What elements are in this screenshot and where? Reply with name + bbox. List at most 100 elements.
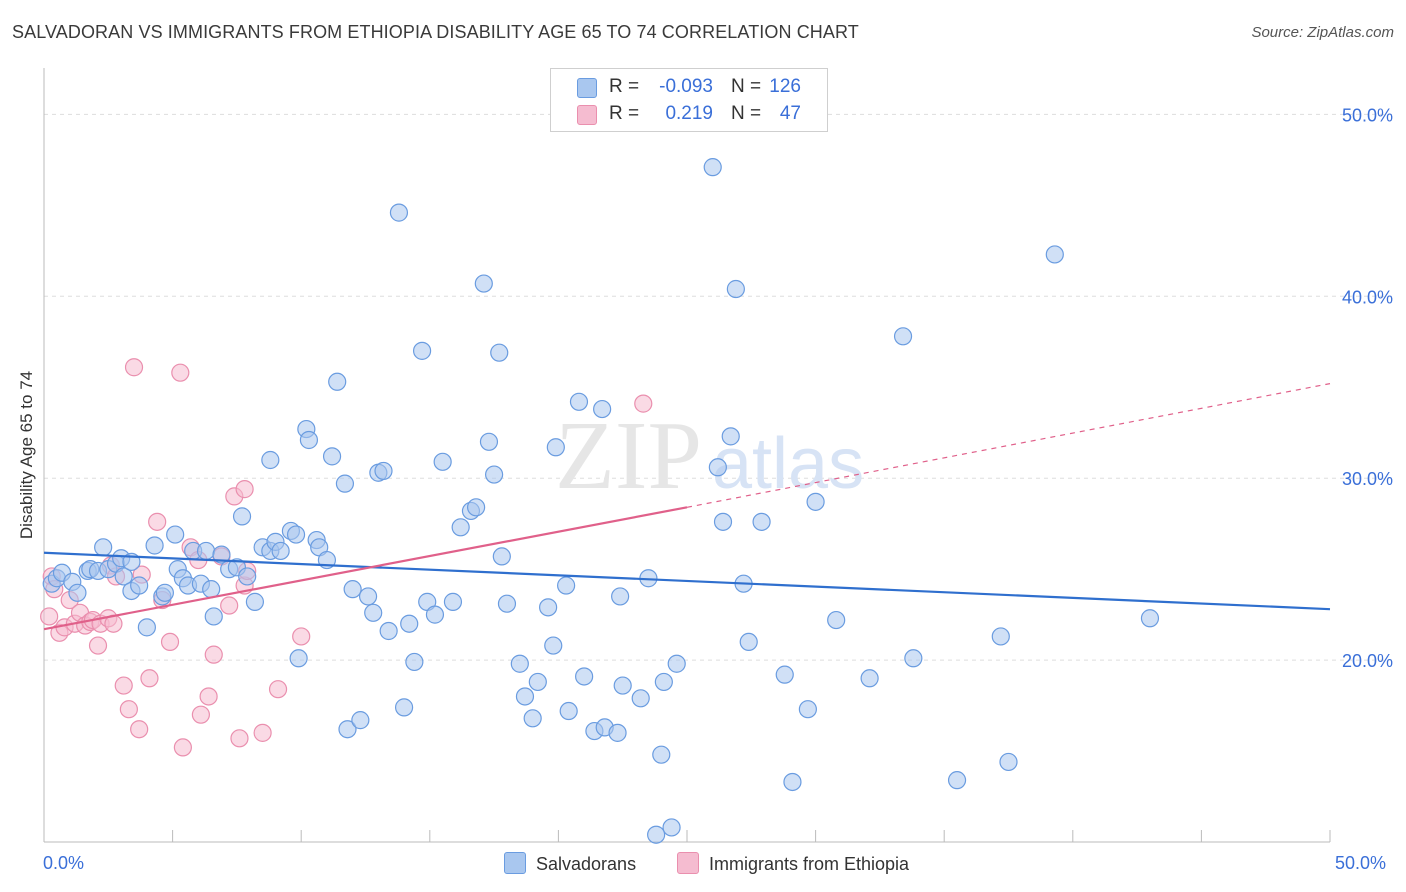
legend-swatch-pink bbox=[577, 105, 597, 125]
data-point-salvadoran bbox=[721, 427, 740, 446]
bottom-legend-swatch-pink bbox=[677, 852, 699, 874]
data-point-salvadoran bbox=[490, 343, 509, 362]
data-point-salvadoran bbox=[528, 672, 547, 692]
data-point-salvadoran bbox=[713, 512, 733, 531]
data-point-ethiopia bbox=[634, 394, 653, 413]
data-point-salvadoran bbox=[539, 598, 558, 617]
data-point-salvadoran bbox=[667, 654, 686, 673]
data-point-ethiopia bbox=[253, 723, 272, 742]
data-point-salvadoran bbox=[286, 525, 306, 544]
legend-row-salvadorans: R = -0.093 N = 126 bbox=[551, 73, 827, 101]
data-point-salvadoran bbox=[703, 158, 722, 177]
chart-title: SALVADORAN VS IMMIGRANTS FROM ETHIOPIA D… bbox=[12, 22, 859, 42]
data-point-salvadoran bbox=[593, 399, 612, 419]
data-point-salvadoran bbox=[425, 605, 445, 624]
data-point-ethiopia bbox=[173, 738, 192, 757]
data-point-salvadoran bbox=[68, 583, 87, 602]
data-point-salvadoran bbox=[608, 723, 627, 742]
data-point-salvadoran bbox=[443, 592, 463, 611]
correlation-legend: R = -0.093 N = 126 R = 0.219 N = 47 bbox=[550, 68, 828, 132]
data-point-salvadoran bbox=[662, 818, 681, 837]
data-point-salvadoran bbox=[611, 587, 630, 606]
data-point-salvadoran bbox=[479, 432, 499, 451]
data-point-ethiopia bbox=[140, 669, 159, 688]
data-point-salvadoran bbox=[569, 392, 589, 411]
data-point-salvadoran bbox=[343, 580, 362, 599]
data-point-ethiopia bbox=[220, 596, 239, 615]
data-point-salvadoran bbox=[775, 665, 794, 684]
data-point-salvadoran bbox=[739, 632, 758, 652]
data-point-ethiopia bbox=[88, 636, 108, 655]
data-point-ethiopia bbox=[119, 700, 138, 719]
data-point-salvadoran bbox=[726, 279, 745, 299]
data-point-salvadoran bbox=[145, 536, 164, 555]
data-point-salvadoran bbox=[559, 701, 578, 721]
data-point-ethiopia bbox=[204, 645, 223, 664]
y-tick-label: 20.0% bbox=[1342, 651, 1393, 671]
data-point-salvadoran bbox=[238, 567, 257, 586]
data-point-salvadoran bbox=[647, 825, 666, 844]
legend-r-label: R = bbox=[609, 103, 640, 124]
data-point-ethiopia bbox=[148, 512, 167, 531]
data-point-salvadoran bbox=[492, 547, 511, 566]
legend-n-label: N = bbox=[731, 103, 762, 124]
data-point-salvadoran bbox=[654, 672, 673, 692]
data-point-salvadoran bbox=[575, 667, 594, 686]
data-point-salvadoran bbox=[631, 689, 650, 708]
data-point-ethiopia bbox=[230, 729, 249, 748]
data-point-ethiopia bbox=[130, 720, 149, 739]
data-point-salvadoran bbox=[405, 652, 424, 672]
data-point-salvadoran bbox=[510, 654, 529, 673]
trend-line-ethiopia bbox=[43, 506, 688, 631]
data-point-salvadoran bbox=[322, 447, 342, 466]
data-point-ethiopia bbox=[124, 358, 144, 377]
data-point-salvadoran bbox=[212, 545, 231, 564]
data-point-salvadoran bbox=[708, 458, 727, 477]
data-point-salvadoran bbox=[652, 745, 671, 764]
data-point-ethiopia bbox=[292, 627, 311, 646]
data-point-ethiopia bbox=[114, 676, 133, 695]
legend-swatch-blue bbox=[577, 78, 597, 98]
data-point-salvadoran bbox=[351, 711, 370, 730]
y-tick-label: 50.0% bbox=[1342, 105, 1393, 125]
data-point-salvadoran bbox=[400, 614, 419, 633]
bottom-legend-salvadorans: Salvadorans bbox=[504, 852, 636, 875]
legend-r-value: -0.093 bbox=[659, 76, 713, 97]
source-credit: Source: ZipAtlas.com bbox=[1251, 24, 1394, 41]
data-point-salvadoran bbox=[783, 772, 802, 792]
data-point-salvadoran bbox=[299, 430, 319, 450]
data-point-salvadoran bbox=[328, 372, 347, 391]
data-point-salvadoran bbox=[546, 438, 565, 457]
data-point-salvadoran bbox=[335, 474, 355, 493]
data-point-salvadoran bbox=[806, 492, 825, 511]
data-point-salvadoran bbox=[451, 518, 470, 537]
data-point-salvadoran bbox=[166, 525, 185, 544]
data-point-salvadoran bbox=[196, 541, 216, 561]
data-point-salvadoran bbox=[364, 603, 383, 622]
data-point-salvadoran bbox=[798, 700, 817, 719]
data-point-salvadoran bbox=[394, 698, 414, 717]
data-point-salvadoran bbox=[466, 498, 486, 517]
data-point-salvadoran bbox=[412, 341, 432, 360]
data-point-salvadoran bbox=[827, 610, 846, 630]
data-point-salvadoran bbox=[1140, 609, 1160, 628]
bottom-legend-swatch-blue bbox=[504, 852, 526, 874]
legend-row-ethiopia: R = 0.219 N = 47 bbox=[551, 100, 827, 128]
data-point-salvadoran bbox=[374, 461, 393, 481]
y-axis-label: Disability Age 65 to 74 bbox=[17, 370, 36, 540]
data-point-salvadoran bbox=[1045, 245, 1064, 264]
data-point-salvadoran bbox=[137, 618, 156, 637]
data-point-salvadoran bbox=[474, 274, 493, 293]
data-point-salvadoran bbox=[358, 587, 378, 606]
data-point-ethiopia bbox=[171, 363, 190, 382]
data-point-salvadoran bbox=[389, 203, 409, 222]
data-point-salvadoran bbox=[999, 752, 1018, 772]
bottom-legend-ethiopia: Immigrants from Ethiopia bbox=[677, 852, 909, 875]
legend-n-value: 47 bbox=[779, 103, 801, 124]
data-point-salvadoran bbox=[947, 771, 967, 790]
data-point-salvadoran bbox=[557, 576, 576, 595]
data-point-salvadoran bbox=[904, 649, 923, 668]
data-point-salvadoran bbox=[433, 452, 452, 471]
gridlines bbox=[44, 113, 1392, 661]
y-tick-labels: 20.0% 30.0% 40.0% 50.0% bbox=[1342, 105, 1393, 671]
